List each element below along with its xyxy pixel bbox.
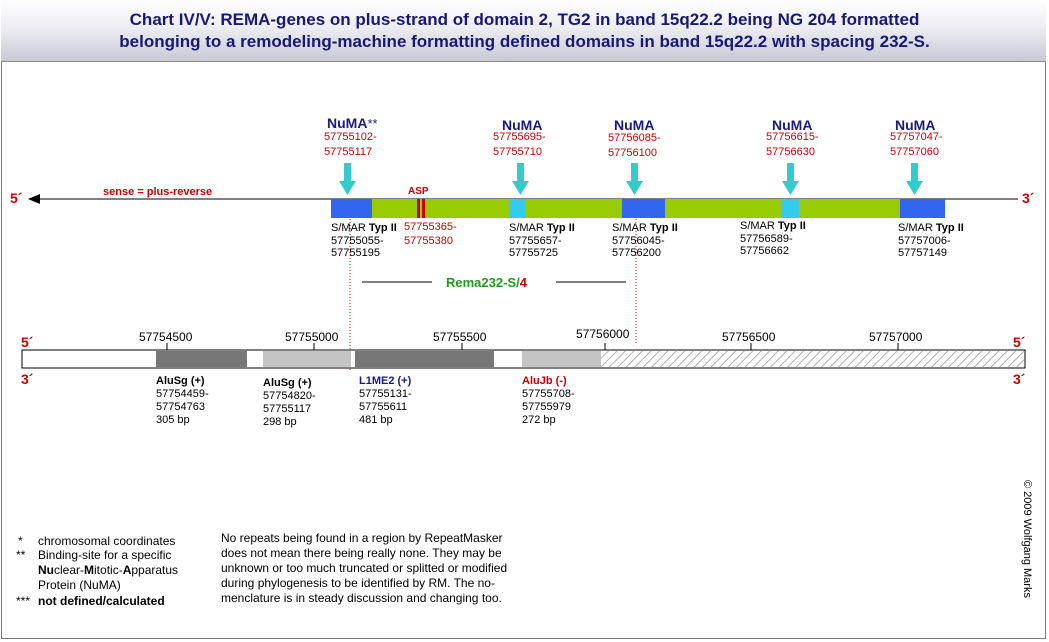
smar-label-2: S/MAR Typ II [509, 222, 575, 234]
smar-box-5 [900, 199, 945, 218]
ruler-5prime-right: 5´ [1013, 334, 1026, 350]
repeat-label-3: L1ME2 (+) 57755131- 57755611 481 bp [359, 375, 412, 426]
legend-star1-text: chromosomal coordinates [38, 534, 176, 548]
sense-label: sense = plus-reverse [103, 186, 213, 198]
smar-box-2 [509, 199, 526, 218]
smar-coord-1a: 57755055- [331, 235, 384, 247]
repeatmasker-note: No repeats being found in a region by Re… [221, 531, 508, 605]
smar-label-1: S/MAR Typ II [331, 222, 397, 234]
repeat-label-2: AluSg (+) 57754820- 57755117 298 bp [263, 377, 316, 428]
title-banner [1, 1, 1046, 62]
repeat-bar-alujb [522, 351, 601, 367]
numa-label-1: NuMA** [327, 115, 378, 131]
smar-box-4 [782, 199, 799, 218]
ruler-tick-label-3: 57755500 [433, 330, 487, 344]
ruler-3prime-left: 3´ [21, 371, 34, 387]
smar-label-3: S/MAR Typ II [612, 222, 678, 234]
copyright-text: © 2009 Wolfgang Marks [1021, 480, 1033, 598]
smar-box-3 [622, 199, 665, 218]
ruler-tick-label-5: 57756500 [722, 330, 776, 344]
strand-arrow-icon [28, 194, 40, 204]
asp-mark-1 [417, 199, 420, 218]
chart-title-line1: Chart IV/V: REMA-genes on plus-strand of… [129, 10, 920, 29]
numa-label-5: NuMA [895, 117, 936, 133]
smar-coord-3a: 57756045- [612, 235, 665, 247]
ruler-3prime-right: 3´ [1013, 371, 1026, 387]
numa-label-3: NuMA [614, 117, 655, 133]
numa-coord-4b: 57756630 [766, 146, 815, 158]
smar-label-5: S/MAR Typ II [898, 222, 964, 234]
numa-coord-4a: 57756615- [766, 131, 819, 143]
smar-label-4: S/MAR Typ II [740, 220, 806, 232]
numa-coord-3a: 57756085- [608, 132, 661, 144]
repeat-bar-alusg-2 [263, 351, 351, 367]
legend-numa-expansion: Nuclear-Mitotic-Apparatus [38, 563, 179, 577]
asp-label: ASP [408, 186, 429, 197]
smar-coord-4b: 57756662 [740, 245, 789, 257]
numa-arrow-icon-1 [339, 163, 356, 195]
ruler-ticks [166, 343, 899, 350]
smar-coord-2b: 57755725 [509, 247, 558, 259]
ruler-5prime-left: 5´ [21, 334, 34, 350]
numa-coord-2a: 57755695- [493, 131, 546, 143]
numa-arrow-icon-3 [626, 163, 643, 195]
ruler-tick-label-1: 57754500 [139, 330, 193, 344]
asp-coord-a: 57755365- [404, 221, 457, 233]
repeat-label-1: AluSg (+) 57754459- 57754763 305 bp [156, 375, 209, 426]
legend-numa-protein: Protein (NuMA) [38, 578, 121, 592]
legend-star2-symbol: ** [16, 548, 26, 562]
legend-star3-text: not defined/calculated [38, 594, 165, 608]
numa-label-2: NuMA [502, 117, 543, 133]
asp-mark-2 [422, 199, 425, 218]
numa-coord-5b: 57757060 [890, 146, 939, 158]
repeat-bar-alusg-1 [156, 351, 247, 367]
asp-coord-b: 57755380 [404, 235, 453, 247]
smar-box-1 [331, 199, 372, 218]
smar-coord-5a: 57757006- [898, 235, 951, 247]
numa-coord-1a: 57755102- [324, 131, 377, 143]
numa-coord-2b: 57755710 [493, 146, 542, 158]
strand-5prime-label: 5´ [10, 190, 23, 206]
numa-arrow-icon-2 [512, 163, 529, 195]
numa-arrow-icon-4 [782, 163, 799, 195]
numa-arrow-icon-5 [906, 163, 923, 195]
smar-coord-4a: 57756589- [740, 233, 793, 245]
ruler-tick-label-2: 57755000 [285, 330, 339, 344]
legend-star3-symbol: *** [16, 594, 31, 608]
chart-title-line2: belonging to a remodeling-machine format… [119, 32, 930, 51]
smar-coord-3b: 57756200 [612, 247, 661, 259]
numa-coord-5a: 57757047- [890, 131, 943, 143]
numa-label-4: NuMA [772, 117, 813, 133]
smar-coord-2a: 57755657- [509, 235, 562, 247]
numa-coord-1b: 57755117 [324, 146, 373, 158]
ruler-tick-label-6: 57757000 [869, 330, 923, 344]
ruler-hatched-region [601, 351, 1024, 367]
numa-coord-3b: 57756100 [608, 147, 657, 159]
ruler-tick-label-4: 57756000 [576, 327, 630, 341]
repeat-label-4: AluJb (-) 57755708- 57755979 272 bp [522, 375, 575, 426]
repeat-bar-l1me2 [355, 351, 494, 367]
legend-star1-symbol: * [18, 534, 23, 548]
numa-arrows [339, 163, 923, 195]
legend-star2-text: Binding-site for a specific [38, 548, 172, 562]
smar-coord-5b: 57757149 [898, 247, 947, 259]
smar-coord-1b: 57755195 [331, 247, 380, 259]
strand-3prime-label: 3´ [1022, 190, 1035, 206]
rema-label: Rema232-S/4 [446, 275, 527, 290]
